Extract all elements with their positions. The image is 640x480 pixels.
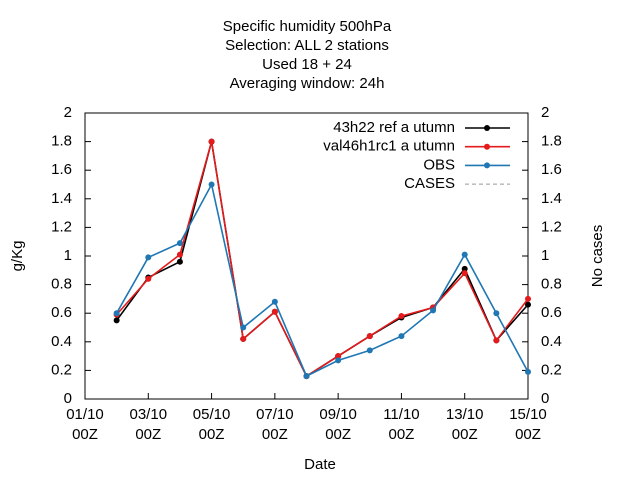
y-tick-label: 0.2 — [51, 361, 72, 378]
point — [430, 307, 437, 314]
chart-title: Averaging window: 24h — [230, 75, 385, 92]
y2-tick-label: 2 — [541, 104, 549, 121]
x-tick-label: 03/10 00Z — [129, 406, 168, 443]
x-axis-label: Date — [304, 456, 336, 473]
y-tick-label: 1 — [64, 247, 72, 264]
point — [240, 335, 247, 342]
y-tick-label: 0.6 — [51, 304, 72, 321]
point — [208, 181, 215, 188]
point — [335, 357, 342, 364]
y2-tick-label: 1.6 — [541, 161, 562, 178]
legend-marker — [484, 143, 490, 150]
point — [176, 258, 183, 265]
point — [113, 310, 120, 317]
x-tick-label: 15/10 00Z — [509, 406, 547, 443]
y2-tick-label: 0 — [541, 390, 549, 407]
point — [493, 310, 500, 317]
y-tick-label: 0.4 — [51, 333, 72, 350]
point — [525, 301, 531, 308]
point — [398, 333, 405, 340]
point — [398, 313, 405, 320]
y2-axis-label: No cases — [589, 225, 606, 288]
legend-label: 43h22 ref a utumn — [333, 119, 455, 136]
x-tick-label: 11/10 00Z — [383, 406, 420, 443]
x-tick-label: 01/10 00Z — [66, 406, 104, 443]
legend-label: CASES — [404, 175, 455, 192]
x-tick-label: 07/10 00Z — [256, 406, 294, 443]
point — [525, 368, 531, 375]
point — [271, 308, 278, 315]
y2-tick-label: 0.6 — [541, 304, 562, 321]
point — [335, 353, 342, 360]
point — [493, 337, 500, 344]
chart-title: Used 18 + 24 — [262, 56, 352, 73]
y-tick-label: 1.6 — [51, 161, 72, 178]
point — [525, 295, 531, 302]
series-line — [115, 182, 529, 378]
point — [176, 240, 183, 247]
y2-tick-label: 1 — [541, 247, 549, 264]
point — [461, 270, 468, 277]
point — [145, 275, 152, 282]
legend-marker — [484, 125, 490, 131]
point — [176, 251, 183, 258]
y-tick-label: 1.8 — [51, 133, 72, 150]
y-tick-label: 1.4 — [51, 190, 72, 207]
legend-label: OBS — [423, 156, 455, 173]
point — [461, 251, 468, 258]
series-line — [116, 141, 529, 378]
chart-title: Specific humidity 500hPa — [223, 18, 392, 35]
legend-marker — [484, 162, 490, 169]
x-tick-label: 05/10 00Z — [192, 406, 231, 443]
x-tick-label: 09/10 00Z — [319, 406, 357, 443]
point — [113, 317, 120, 324]
y2-tick-label: 0.2 — [541, 361, 562, 378]
chart-title: Selection: ALL 2 stations — [225, 37, 389, 54]
y2-tick-label: 1.8 — [541, 133, 562, 150]
y-tick-label: 0 — [64, 390, 72, 407]
point — [461, 265, 468, 272]
point — [208, 138, 215, 145]
y-tick-label: 0.8 — [51, 276, 72, 293]
x-tick-label: 13/10 00Z — [445, 406, 484, 443]
y2-tick-label: 0.8 — [541, 276, 562, 293]
y-tick-label: 1.2 — [51, 218, 72, 235]
point — [366, 347, 373, 354]
y-tick-label: 2 — [64, 104, 72, 121]
y2-tick-label: 0.4 — [541, 333, 562, 350]
point — [271, 298, 278, 305]
point — [303, 373, 310, 380]
point — [145, 254, 152, 261]
point — [240, 324, 247, 331]
y2-tick-label: 1.4 — [541, 190, 562, 207]
y2-tick-label: 1.2 — [541, 218, 562, 235]
point — [366, 333, 373, 340]
legend-label: val46h1rc1 a utumn — [323, 138, 455, 155]
y-axis-label: g/Kg — [9, 241, 26, 272]
